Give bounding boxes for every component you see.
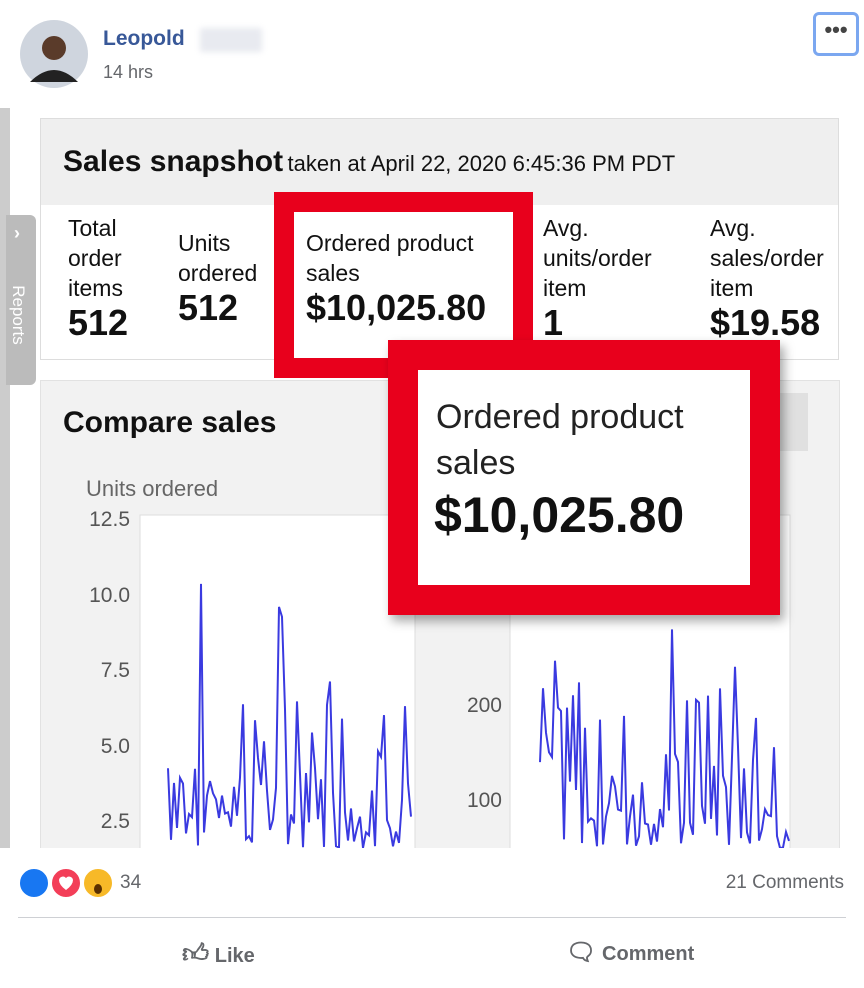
metric-label: Avg. units/order item: [543, 215, 652, 301]
metric: Ordered product sales $10,025.80: [306, 228, 506, 328]
metric: Units ordered 512: [178, 228, 268, 328]
metric: Total order items 512: [68, 213, 138, 343]
metric-label: Total order items: [68, 215, 123, 301]
metric-value: 512: [178, 287, 239, 328]
name-blur: [200, 28, 262, 52]
metric: Avg. units/order item 1: [543, 213, 673, 343]
author-name[interactable]: Leopold: [103, 27, 185, 50]
y-tick-label: 2.5: [100, 810, 130, 833]
y-tick-label: 100: [466, 789, 502, 812]
reports-tab: › Reports: [6, 215, 36, 385]
metric-label: Ordered product sales: [306, 230, 474, 286]
metric-value: 512: [68, 302, 129, 343]
y-tick-label: 200: [466, 694, 502, 717]
compare-title: Compare sales: [63, 406, 277, 439]
y-tick-label: 7.5: [100, 659, 130, 682]
more-button[interactable]: •••: [813, 12, 859, 56]
snapshot-subtitle: taken at April 22, 2020 6:45:36 PM PDT: [287, 151, 676, 176]
snapshot-card: Sales snapshot taken at April 22, 2020 6…: [40, 118, 839, 360]
snapshot-heading: Sales snapshot taken at April 22, 2020 6…: [63, 145, 675, 179]
comment-button[interactable]: 🗨︎ Comment: [566, 939, 695, 966]
like-label[interactable]: Like: [214, 945, 255, 967]
divider: [18, 917, 846, 918]
metric-value: 1: [543, 302, 564, 343]
zoom-box: Ordered product sales $10,025.80: [388, 340, 780, 615]
post-time[interactable]: 14 hrs: [103, 62, 154, 82]
sidebar: [0, 108, 10, 848]
metric-value: $19.58: [710, 302, 821, 343]
zoom-label: Ordered product sales: [436, 398, 684, 482]
metric: Avg. sales/order item $19.58: [710, 213, 840, 343]
zoom-value: $10,025.80: [434, 487, 685, 543]
metric-value: $10,025.80: [306, 287, 487, 328]
tab-arrow: ›: [14, 223, 20, 243]
metric-label: Avg. sales/order item: [710, 215, 824, 301]
reaction-icons[interactable]: [18, 866, 118, 900]
avatar[interactable]: [20, 20, 88, 88]
post-image: › Reports Sales snapshot taken at April …: [0, 108, 864, 848]
y-tick-label: 10.0: [89, 583, 130, 607]
comment-label[interactable]: Comment: [602, 943, 695, 965]
snapshot-title: Sales snapshot: [63, 145, 284, 178]
snapshot-header: [41, 119, 838, 205]
sales-line: [539, 629, 790, 848]
sales-line: [167, 583, 412, 848]
reaction-count[interactable]: 34: [120, 872, 142, 893]
metric-label: Units ordered: [178, 230, 258, 286]
y-tick-label: 12.5: [89, 508, 130, 531]
like-button[interactable]: 👍︎ Like: [182, 938, 255, 968]
comment-count[interactable]: 21 Comments: [725, 872, 844, 893]
y-tick-label: 5.0: [100, 734, 130, 758]
axis-label: Units ordered: [86, 476, 219, 501]
